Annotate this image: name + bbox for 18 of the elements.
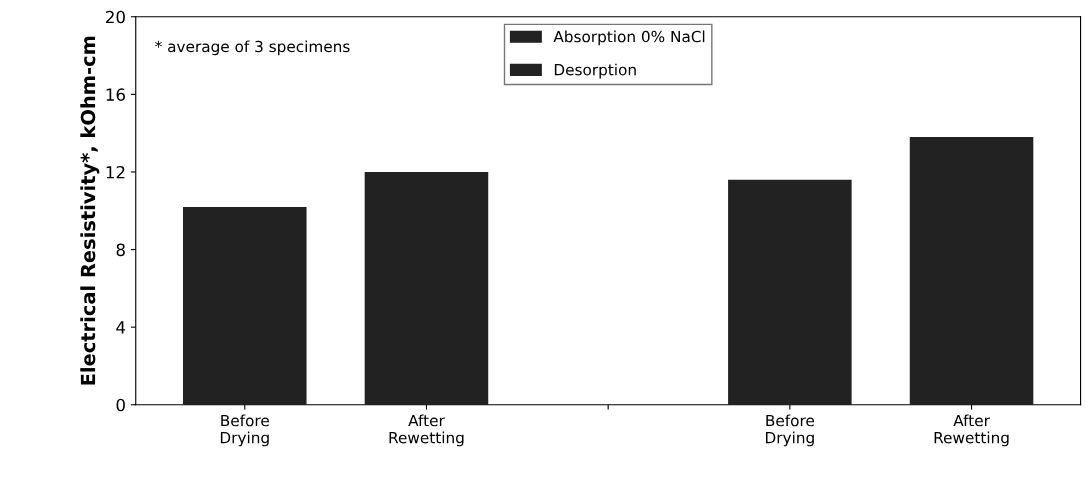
x-tick-label: Before Drying (766, 414, 815, 447)
legend-label: Desorption (554, 63, 636, 79)
y-tick-label: 0 (116, 398, 125, 412)
annotation: * average of 3 specimens (155, 40, 350, 56)
legend-label: Absorption 0% NaCl (553, 30, 705, 46)
bar (909, 137, 1034, 405)
y-tick-label: 12 (106, 165, 125, 179)
y-tick-label: 16 (106, 88, 125, 101)
y-axis-title: Electrical Resistivity*, kOhm-cm (80, 36, 100, 385)
bar (728, 179, 852, 405)
y-tick-label: 20 (106, 10, 125, 24)
x-tick-label: After Rewetting (389, 414, 464, 447)
bar (182, 206, 307, 405)
x-tick-label: After Rewetting (934, 414, 1009, 447)
y-tick-label: 8 (116, 243, 125, 257)
bar (364, 171, 489, 405)
x-tick-label: Before Drying (220, 414, 269, 447)
y-tick-label: 4 (116, 321, 126, 334)
